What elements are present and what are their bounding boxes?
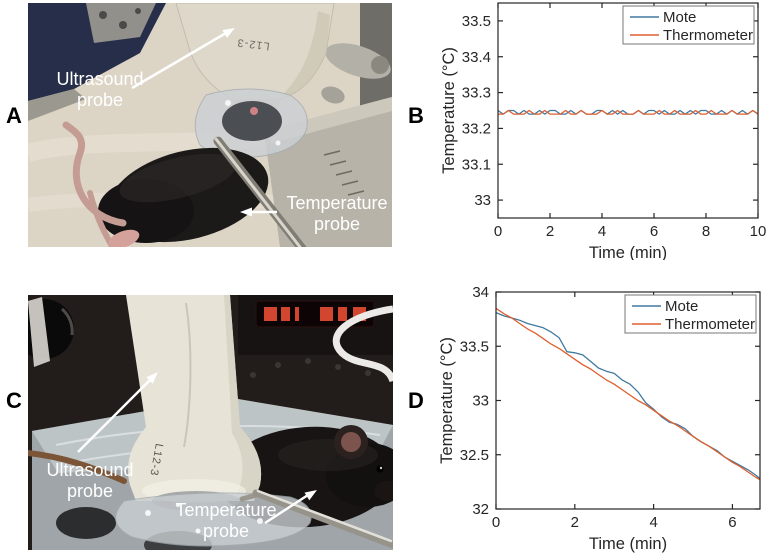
- ultrasound-gel: [194, 88, 308, 159]
- legend-box: [624, 294, 757, 334]
- probe-marking-text: L12-3: [147, 442, 165, 477]
- x-tick-label: 2: [546, 223, 554, 240]
- y-tick-label: 33.4: [462, 49, 491, 66]
- legend-label: Thermometer: [663, 27, 753, 44]
- legend-label: Mote: [665, 298, 698, 315]
- photo-panel-a: L12-3: [28, 3, 392, 247]
- panel-letter-d: D: [408, 388, 424, 413]
- y-axis-label: Temperature (°C): [438, 337, 456, 464]
- series-line-thermometer: [498, 109, 759, 115]
- probe-marking-text: L12-3: [236, 36, 270, 52]
- x-axis-label: Time (min): [589, 244, 667, 260]
- white-cable: [332, 305, 393, 383]
- y-axis-label: Temperature (°C): [440, 47, 458, 174]
- temperature-probe-arrow-icon: [264, 490, 317, 525]
- x-tick-label: 6: [728, 514, 736, 531]
- photo-a-illustration: L12-3: [28, 3, 392, 247]
- left-knob-assembly: [28, 297, 74, 367]
- series-line-thermometer: [495, 307, 761, 481]
- y-tick-label: 33: [474, 192, 491, 209]
- photo-c-illustration: L12-3: [28, 295, 393, 550]
- y-tick-label: 32.5: [460, 447, 489, 464]
- mouse-foot: [108, 229, 140, 247]
- x-tick-label: 8: [702, 223, 710, 240]
- temperature-probe-rod: [239, 489, 393, 549]
- x-tick-label: 4: [598, 223, 606, 240]
- temperature-probe-label: Temperature probe: [286, 193, 388, 234]
- panel-letter-c: C: [6, 388, 22, 413]
- ultrasound-probe-arrow-icon: [77, 372, 158, 453]
- y-tick-label: 33.5: [462, 13, 491, 30]
- ultrasound-gel: [115, 491, 312, 547]
- y-tick-label: 34: [472, 284, 489, 301]
- x-tick-label: 0: [494, 223, 502, 240]
- ultrasound-probe-label: Ultrasound probe: [46, 460, 134, 501]
- x-axis-label: Time (min): [589, 535, 667, 553]
- photo-panel-c: L12-3 Ultra: [28, 295, 393, 550]
- mouse: [62, 121, 269, 247]
- legend-box: [622, 5, 755, 45]
- y-tick-label: 33: [472, 393, 489, 410]
- ultrasound-probe-label: Ultrasound probe: [56, 69, 144, 110]
- brown-wire: [28, 450, 127, 484]
- y-tick-label: 33.1: [462, 156, 491, 173]
- temperature-probe-rod: [213, 136, 307, 247]
- panel-letter-a: A: [6, 103, 22, 128]
- x-tick-label: 6: [650, 223, 658, 240]
- chart-panel-d: 0 2 4 6 32 32.5 33 33.5 34 Time (min) Temperature …: [438, 284, 761, 553]
- mouse-eye: [376, 465, 384, 473]
- x-tick-label: 4: [649, 514, 657, 531]
- chart-panel-b: 0 2 4 6 8 10 33 33.1 33.2 33.3 33.4 33.5 Time (min) T…: [440, 2, 767, 260]
- y-tick-label: 33.5: [460, 338, 489, 355]
- ultrasound-probe-arrow-icon: [131, 28, 235, 90]
- x-tick-label: 10: [750, 223, 767, 240]
- y-tick-label: 33.3: [462, 85, 491, 102]
- legend-label: Thermometer: [665, 316, 755, 333]
- y-tick-label: 32: [472, 501, 489, 518]
- dark-corner-equipment: [28, 3, 166, 121]
- x-tick-label: 2: [571, 514, 579, 531]
- axes-box: [497, 2, 759, 219]
- y-tick-label: 33.2: [462, 120, 491, 137]
- panel-letter-b: B: [408, 103, 424, 128]
- mouse-tail: [87, 190, 117, 247]
- instrument-led-display: [238, 295, 393, 355]
- x-tick-label: 0: [492, 514, 500, 531]
- panel-screw-dots: [250, 358, 371, 378]
- legend-label: Mote: [663, 9, 696, 26]
- temperature-probe-arrow-icon: [240, 207, 277, 217]
- temperature-probe-label: Temperature probe: [175, 500, 277, 541]
